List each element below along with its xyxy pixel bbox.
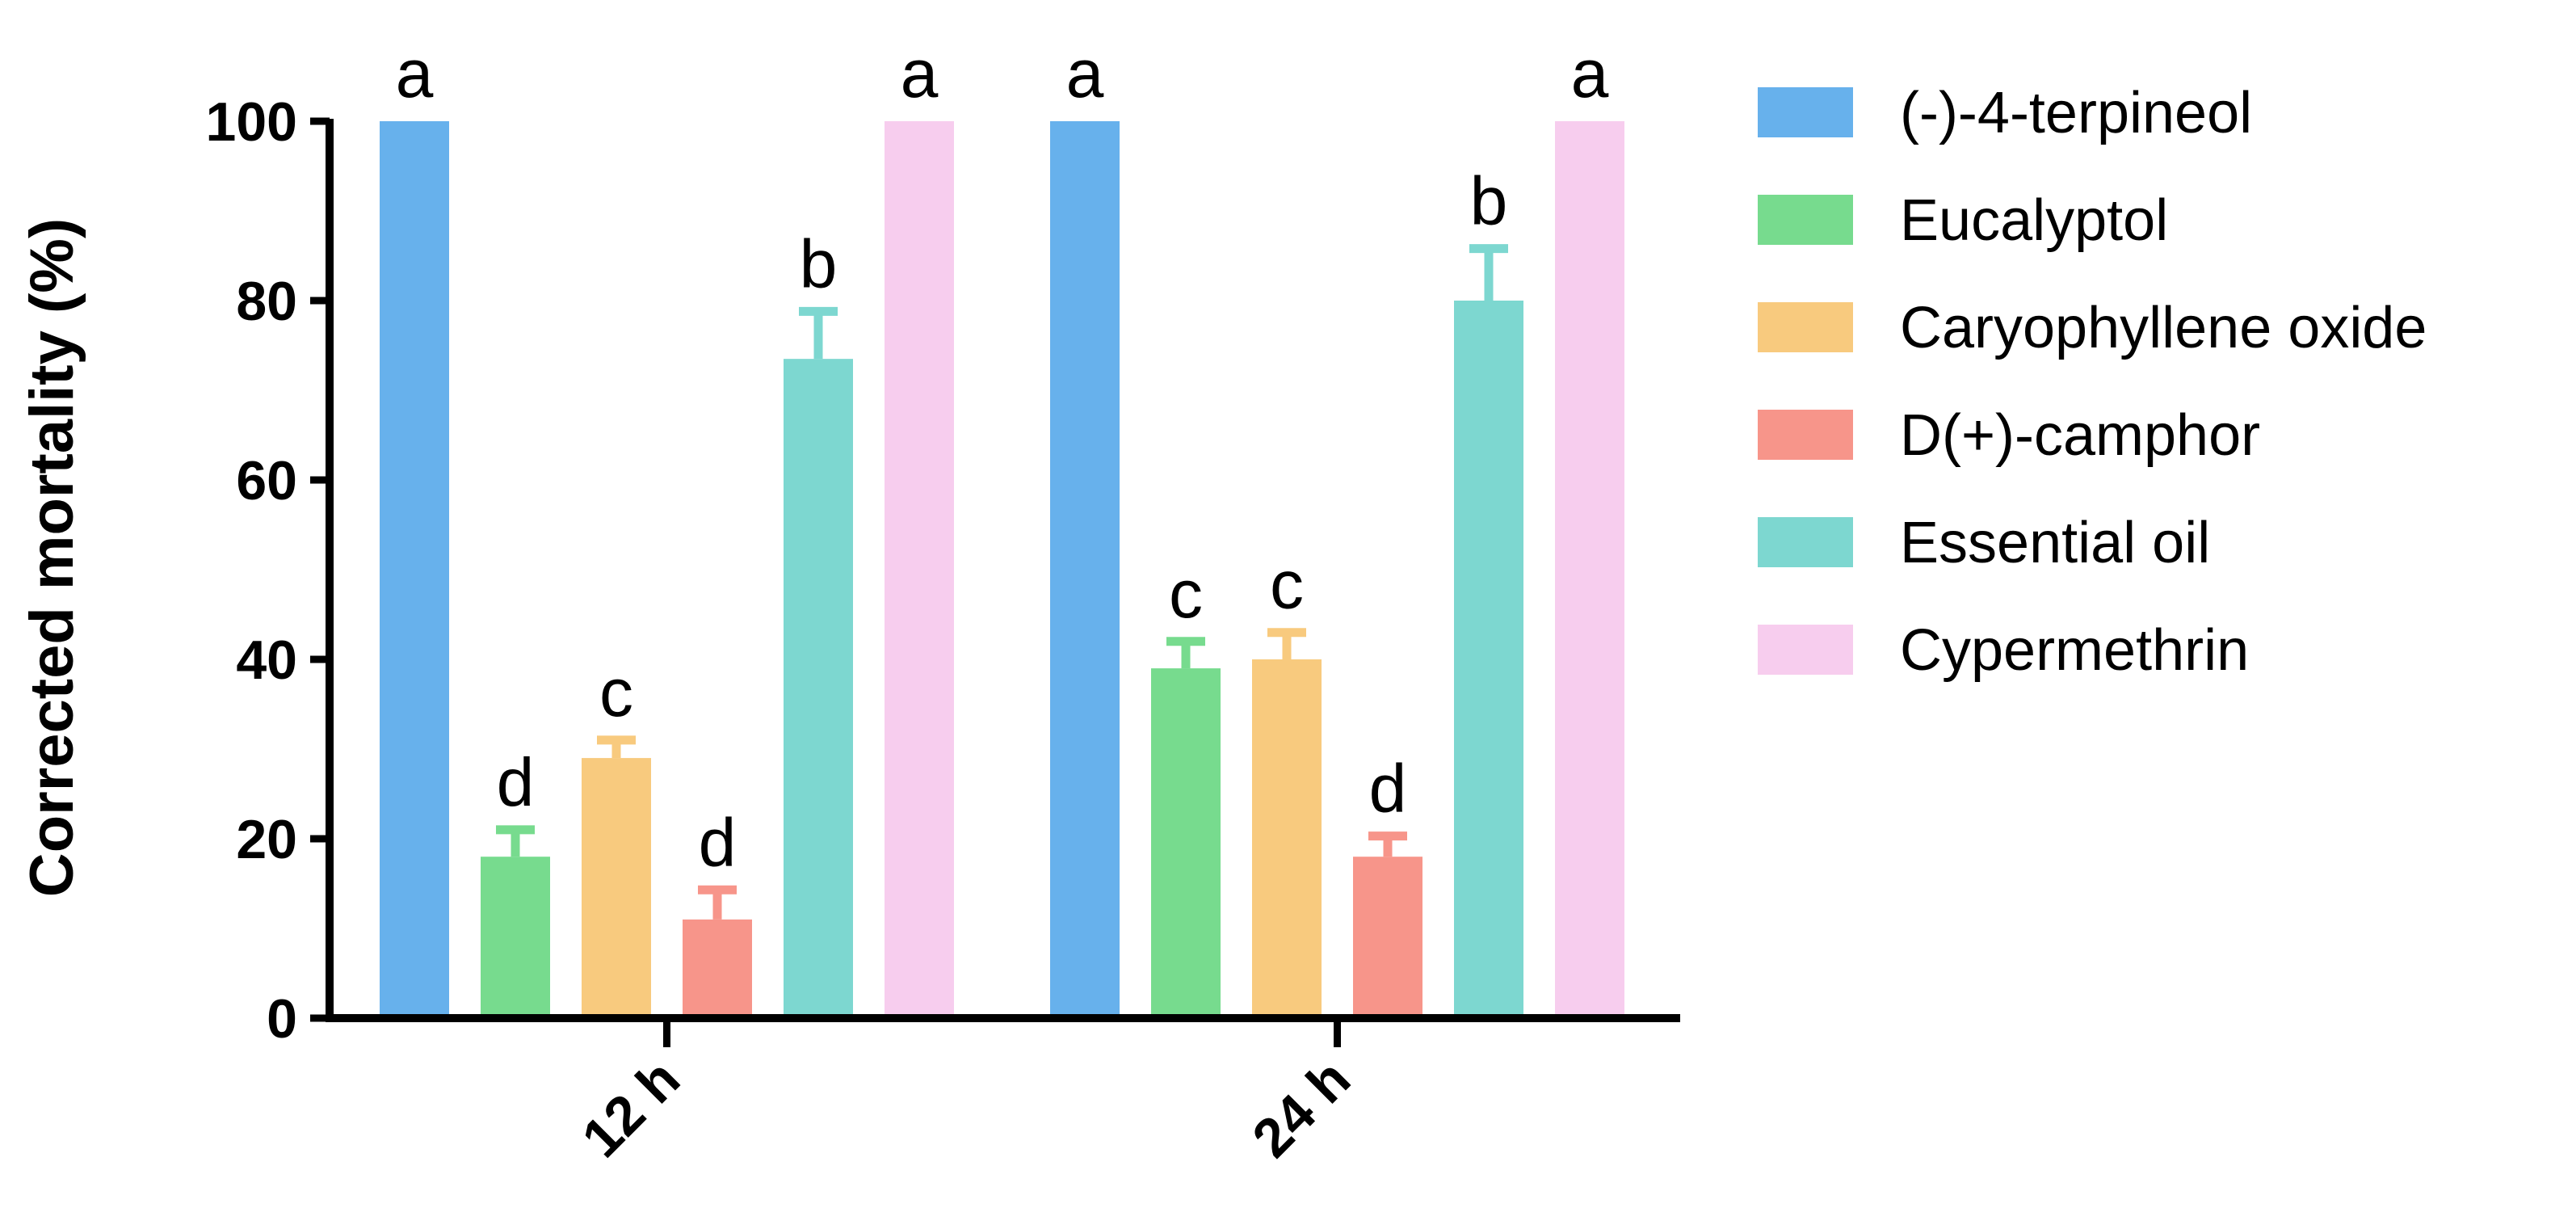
legend: (-)-4-terpineol Eucalyptol Caryophyllene o… [1758, 81, 2427, 683]
bar-0-4 [784, 359, 853, 1018]
x-category-label-0: 12 h [570, 1048, 691, 1169]
bar-0-2 [582, 758, 651, 1018]
significance-letter-1-0: a [1066, 36, 1104, 112]
x-category-label-1: 24 h [1241, 1048, 1362, 1169]
significance-letter-1-1: c [1169, 556, 1203, 632]
significance-letter-0-1: d [497, 744, 535, 820]
legend-label-0: (-)-4-terpineol [1900, 81, 2252, 145]
legend-swatch-3 [1758, 410, 1853, 460]
legend-label-3: D(+)-camphor [1900, 403, 2260, 468]
y-tick-label-40: 40 [236, 629, 297, 691]
significance-letter-1-4: b [1470, 163, 1508, 239]
bar-1-0 [1050, 121, 1120, 1018]
bar-1-5 [1555, 121, 1624, 1018]
significance-letter-0-3: d [699, 804, 737, 880]
y-tick-label-20: 20 [236, 809, 297, 870]
legend-swatch-2 [1758, 302, 1853, 352]
y-axis-title: Corrected mortality (%) [18, 218, 86, 897]
bar-1-1 [1151, 668, 1221, 1018]
significance-letter-0-2: c [599, 655, 633, 730]
legend-swatch-1 [1758, 195, 1853, 245]
significance-letter-1-2: c [1270, 547, 1304, 623]
y-tick-label-60: 60 [236, 450, 297, 511]
legend-label-2: Caryophyllene oxide [1900, 296, 2427, 360]
bars-layer [380, 121, 1624, 1018]
bar-0-1 [481, 857, 550, 1018]
legend-label-1: Eucalyptol [1900, 188, 2168, 253]
legend-label-4: Essential oil [1900, 511, 2210, 575]
bar-1-2 [1252, 659, 1322, 1018]
legend-swatch-5 [1758, 625, 1853, 675]
significance-letter-1-3: d [1369, 751, 1407, 827]
significance-letter-1-5: a [1571, 36, 1609, 112]
significance-letter-0-4: b [800, 225, 838, 301]
y-tick-label-0: 0 [267, 988, 297, 1050]
legend-swatch-0 [1758, 87, 1853, 137]
significance-letter-0-5: a [901, 36, 939, 112]
bar-0-0 [380, 121, 449, 1018]
y-tick-label-100: 100 [206, 91, 297, 153]
error-bars-layer [496, 244, 1508, 920]
significance-letter-0-0: a [396, 36, 434, 112]
bar-1-3 [1353, 857, 1422, 1018]
y-tick-label-80: 80 [236, 271, 297, 332]
legend-swatch-4 [1758, 517, 1853, 567]
bar-0-5 [885, 121, 954, 1018]
bar-0-3 [683, 919, 752, 1018]
bar-1-4 [1454, 301, 1523, 1018]
legend-label-5: Cypermethrin [1900, 618, 2249, 683]
